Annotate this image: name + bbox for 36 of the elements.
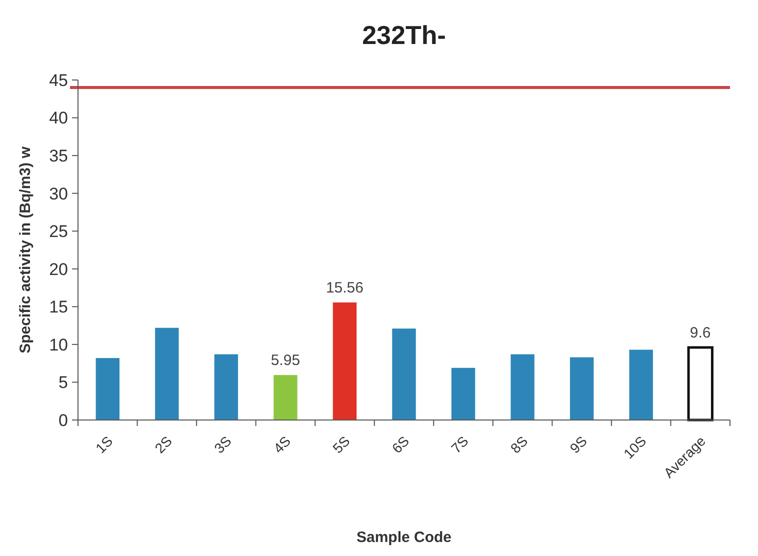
x-tick-label: 10S (620, 432, 650, 462)
x-tick-label: 4S (270, 432, 294, 456)
bar (214, 354, 238, 420)
y-tick-label: 35 (49, 146, 68, 166)
bar (451, 368, 476, 420)
data-label: 5.95 (270, 352, 300, 370)
x-tick-label: 6S (388, 432, 412, 456)
x-tick-label: 2S (152, 432, 176, 456)
y-tick-label: 10 (49, 335, 68, 354)
data-label: 15.56 (326, 279, 364, 296)
bar (96, 358, 120, 420)
y-tick-label: 40 (49, 108, 68, 128)
y-axis-title: Specific activity in (Bq/m3) w (17, 146, 34, 354)
x-tick-label: 7S (448, 432, 472, 456)
chart-title: 232Th- (362, 20, 446, 50)
x-tick-label: 9S (566, 432, 590, 456)
data-label: 9.6 (690, 324, 711, 342)
bar (155, 328, 179, 420)
bar (629, 350, 653, 420)
x-tick-label: 1S (92, 432, 116, 456)
bar (392, 328, 416, 420)
bar (274, 375, 298, 420)
y-tick-label: 0 (58, 410, 68, 430)
x-axis-title: Sample Code (356, 529, 452, 546)
x-tick-label: 3S (210, 432, 234, 456)
y-tick-label: 45 (49, 70, 68, 90)
bar (332, 302, 357, 420)
bar (570, 357, 594, 420)
x-tick-label: 5S (329, 432, 353, 456)
y-tick-label: 20 (49, 260, 68, 279)
bar (510, 354, 534, 420)
y-tick-label: 25 (49, 222, 68, 242)
y-tick-label: 30 (49, 184, 68, 204)
y-tick-label: 5 (58, 373, 68, 392)
y-tick-label: 15 (49, 298, 68, 317)
x-tick-label: 8S (507, 432, 531, 456)
